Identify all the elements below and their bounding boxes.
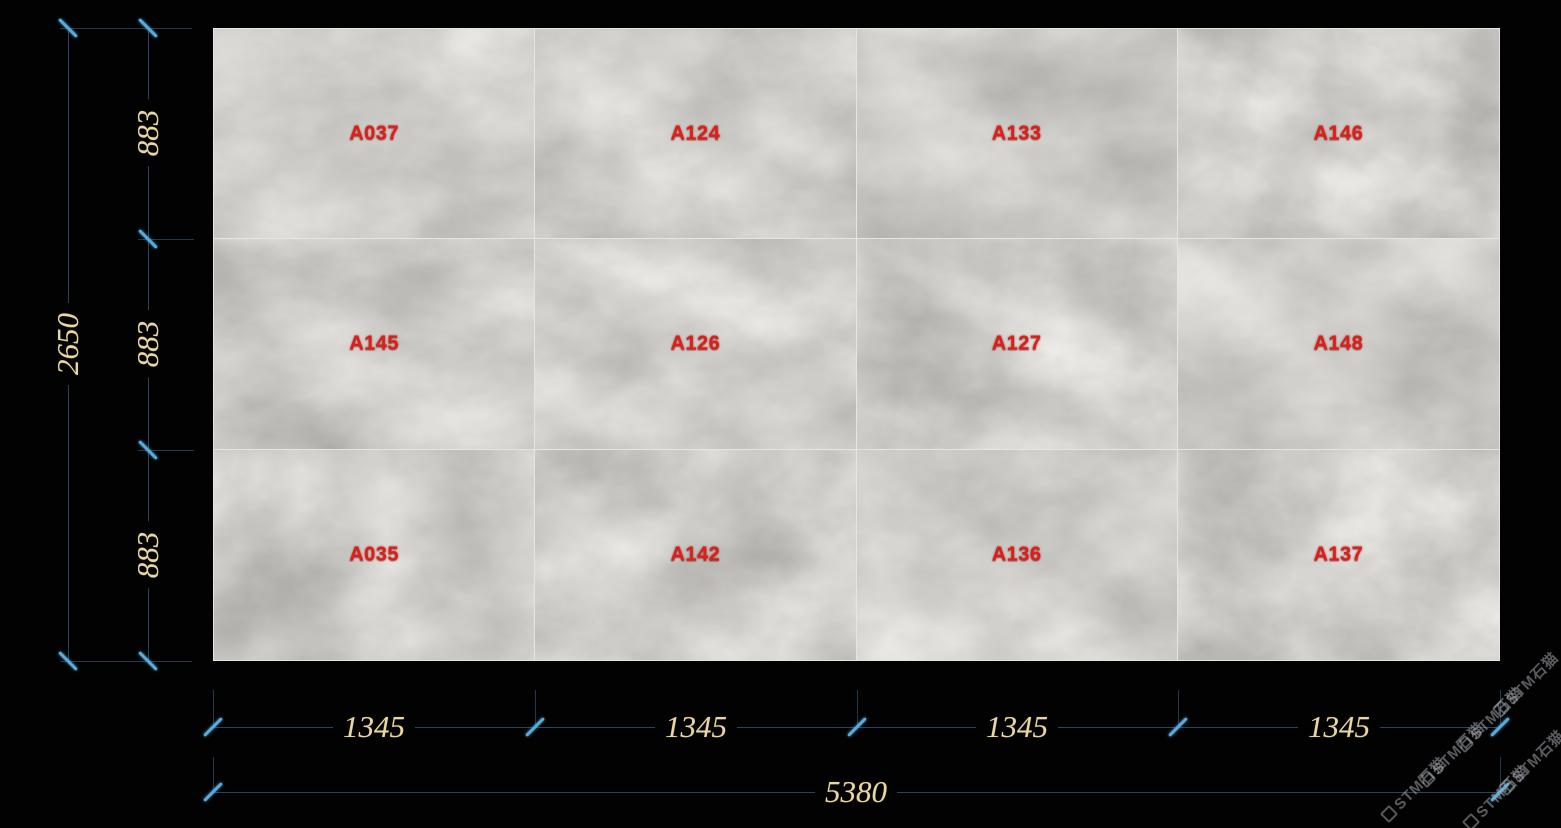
- slab-tile: A035: [214, 449, 536, 660]
- extension-line: [138, 239, 194, 240]
- slab-tile: A136: [856, 449, 1178, 660]
- dim-total-width-label: 5380: [815, 773, 897, 811]
- marble-texture: [1177, 29, 1499, 239]
- slab-tile: A124: [535, 29, 857, 240]
- slab-tile: A142: [535, 449, 857, 660]
- slab-code-label: A133: [991, 122, 1042, 145]
- slab-tile: A146: [1177, 29, 1499, 240]
- extension-line: [1178, 690, 1179, 727]
- slab-tile: A126: [535, 239, 857, 450]
- slab-code-label: A145: [349, 332, 400, 355]
- slab-code-label: A127: [991, 332, 1042, 355]
- slab-code-label: A126: [670, 332, 721, 355]
- dim-row-height-label: 883: [129, 521, 167, 589]
- extension-line: [138, 450, 194, 451]
- extension-line: [857, 690, 858, 727]
- slab-code-label: A146: [1313, 122, 1364, 145]
- slab-grid: A037 A124 A133 A146 A145 A126 A127 A148 …: [213, 28, 1500, 661]
- marble-texture: [535, 239, 856, 449]
- dim-total-height-label: 2650: [49, 303, 87, 385]
- watermark: STM石猫: [1377, 752, 1451, 826]
- marble-texture: [214, 29, 535, 239]
- slab-code-label: A124: [670, 122, 721, 145]
- slab-tile: A137: [1177, 449, 1499, 660]
- marble-texture: [856, 449, 1177, 660]
- watermark-text: STM石猫: [1473, 762, 1533, 822]
- extension-line: [60, 661, 192, 662]
- extension-line: [1500, 757, 1501, 792]
- dim-column-width-label: 1345: [655, 708, 737, 746]
- dim-column-width-label: 1345: [333, 708, 415, 746]
- watermark-logo-icon: [1379, 804, 1399, 824]
- dim-column-width-label: 1345: [1298, 708, 1380, 746]
- slab-tile: A148: [1177, 239, 1499, 450]
- slab-code-label: A148: [1313, 332, 1364, 355]
- marble-texture: [856, 29, 1177, 239]
- marble-texture: [214, 449, 535, 660]
- marble-texture: [535, 29, 856, 239]
- extension-line: [535, 690, 536, 727]
- slab-code-label: A137: [1313, 543, 1364, 566]
- marble-texture: [214, 239, 535, 449]
- marble-texture: [1177, 449, 1499, 660]
- slab-tile: A037: [214, 29, 536, 240]
- marble-texture: [535, 449, 856, 660]
- extension-line: [1500, 690, 1501, 727]
- dim-row-height-label: 883: [129, 99, 167, 167]
- watermark-text: STM石猫: [1391, 754, 1451, 814]
- marble-texture: [1177, 239, 1499, 449]
- slab-tile: A127: [856, 239, 1178, 450]
- slab-code-label: A142: [670, 543, 721, 566]
- marble-texture: [856, 239, 1177, 449]
- dim-row-height-label: 883: [129, 310, 167, 378]
- slab-code-label: A035: [349, 543, 400, 566]
- dim-column-width-label: 1345: [976, 708, 1058, 746]
- watermark: STM石猫: [1459, 760, 1533, 828]
- extension-line: [60, 28, 192, 29]
- slab-tile: A145: [214, 239, 536, 450]
- slab-tile: A133: [856, 29, 1178, 240]
- watermark-logo-icon: [1461, 812, 1481, 828]
- slab-code-label: A037: [349, 122, 400, 145]
- slab-code-label: A136: [991, 543, 1042, 566]
- extension-line: [213, 690, 214, 727]
- extension-line: [213, 757, 214, 792]
